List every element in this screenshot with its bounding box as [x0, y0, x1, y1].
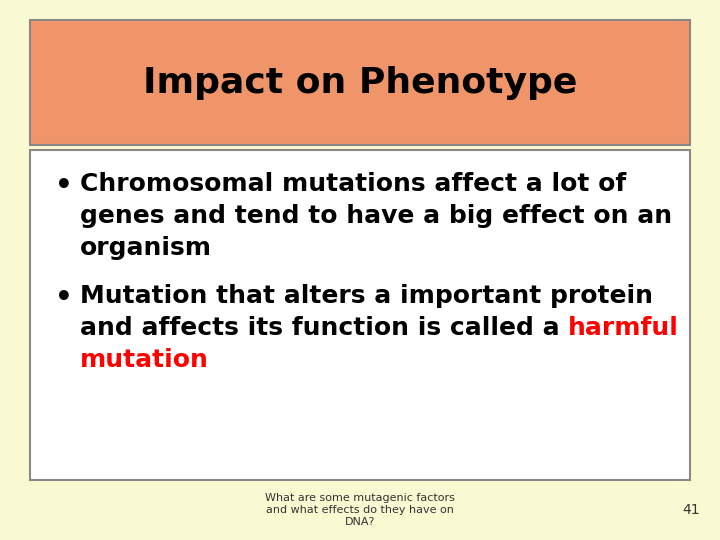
- Text: 41: 41: [683, 503, 700, 517]
- Text: Impact on Phenotype: Impact on Phenotype: [143, 66, 577, 100]
- Text: Chromosomal mutations affect a lot of: Chromosomal mutations affect a lot of: [80, 172, 626, 196]
- Text: genes and tend to have a big effect on an: genes and tend to have a big effect on a…: [80, 204, 672, 228]
- Text: harmful: harmful: [568, 316, 679, 340]
- Text: What are some mutagenic factors
and what effects do they have on
DNA?: What are some mutagenic factors and what…: [265, 494, 455, 526]
- Text: mutation: mutation: [80, 348, 209, 372]
- Text: •: •: [55, 284, 73, 312]
- Text: and affects its function is called a: and affects its function is called a: [80, 316, 568, 340]
- FancyBboxPatch shape: [30, 150, 690, 480]
- Text: •: •: [55, 172, 73, 200]
- Text: organism: organism: [80, 236, 212, 260]
- FancyBboxPatch shape: [30, 20, 690, 145]
- Text: Mutation that alters a important protein: Mutation that alters a important protein: [80, 284, 653, 308]
